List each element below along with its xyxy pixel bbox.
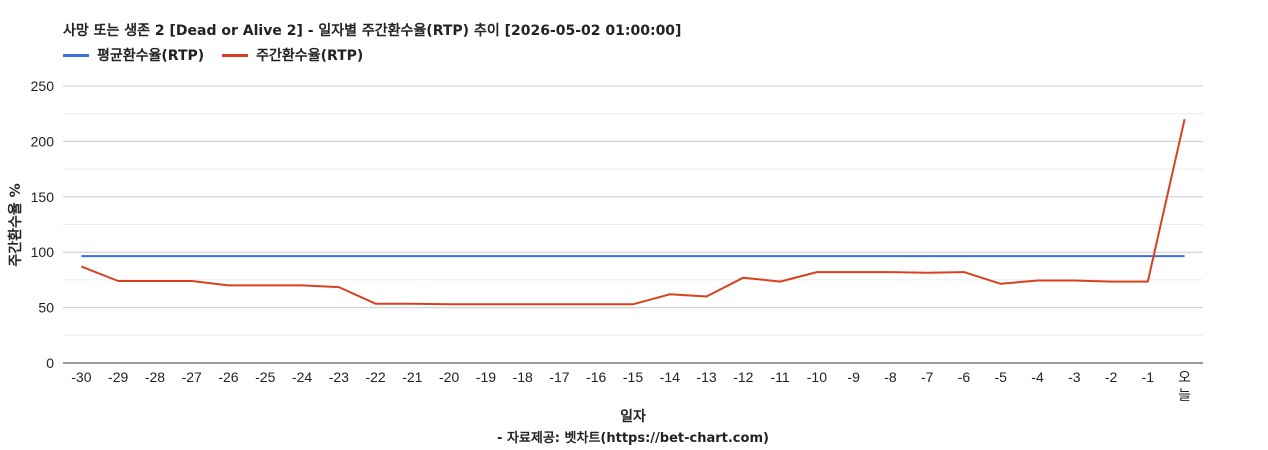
x-tick-label: -9 [847,369,860,385]
x-tick-label: -22 [365,369,385,385]
y-tick-label: 250 [31,78,55,94]
chart-legend: 평균환수율(RTP) 주간환수율(RTP) [63,45,381,65]
legend-label-average: 평균환수율(RTP) [97,48,205,64]
y-tick-label: 200 [31,133,55,149]
x-tick-label: -29 [108,369,128,385]
x-tick-label: -2 [1105,369,1118,385]
x-tick-label: -6 [958,369,971,385]
x-tick-label: -14 [660,369,680,385]
x-tick-label: -16 [586,369,606,385]
x-tick-label: -30 [71,369,91,385]
x-axis-label: 일자 [620,409,646,425]
legend-item-weekly[interactable]: 주간환수율(RTP) [222,45,363,65]
x-tick-label: -7 [921,369,934,385]
y-tick-label: 150 [31,189,55,205]
x-tick-label: -15 [623,369,643,385]
legend-label-weekly: 주간환수율(RTP) [256,48,364,64]
x-tick-label: -25 [255,369,275,385]
x-tick-label: -26 [218,369,238,385]
series-line-weekly [81,118,1186,306]
x-tick-label: -3 [1068,369,1081,385]
x-tick-label: -5 [995,369,1008,385]
x-tick-label: -24 [292,369,312,385]
x-tick-label: -18 [513,369,533,385]
x-tick-label: -17 [549,369,569,385]
y-tick-label: 100 [31,244,55,260]
x-tick-label: -1 [1142,369,1155,385]
x-tick-label: -10 [807,369,827,385]
x-tick-label: -21 [402,369,422,385]
x-tick-label: -4 [1031,369,1044,385]
x-tick-label: -27 [182,369,202,385]
x-tick-labels: -30 -29 -28 -27 -26 -25 -24 -23 -22 -21 -20 -19 -18-… [71,369,1191,403]
x-tick-label: -11 [770,369,789,385]
y-tick-labels: 0 50 100 150 200 250 [31,78,55,371]
source-credit: - 자료제공: 벳차트(https://bet-chart.com) [497,430,769,446]
y-tick-label: 0 [46,355,54,371]
y-tick-label: 50 [38,300,54,316]
y-axis-label: 주간환수율 % [7,183,24,266]
x-tick-label: -28 [145,369,165,385]
legend-swatch-weekly [222,53,249,57]
legend-item-average[interactable]: 평균환수율(RTP) [63,45,204,65]
x-tick-label: -13 [696,369,716,385]
legend-swatch-average [63,53,89,57]
grid-lines [63,85,1203,364]
series-lines [81,118,1186,306]
x-tick-label: -12 [733,369,753,385]
x-tick-label: -20 [439,369,459,385]
x-tick-label: -8 [884,369,897,385]
x-tick-label: -23 [329,369,349,385]
chart-title: 사망 또는 생존 2 [Dead or Alive 2] - 일자별 주간환수율… [63,23,682,39]
x-tick-label: -19 [476,369,496,385]
